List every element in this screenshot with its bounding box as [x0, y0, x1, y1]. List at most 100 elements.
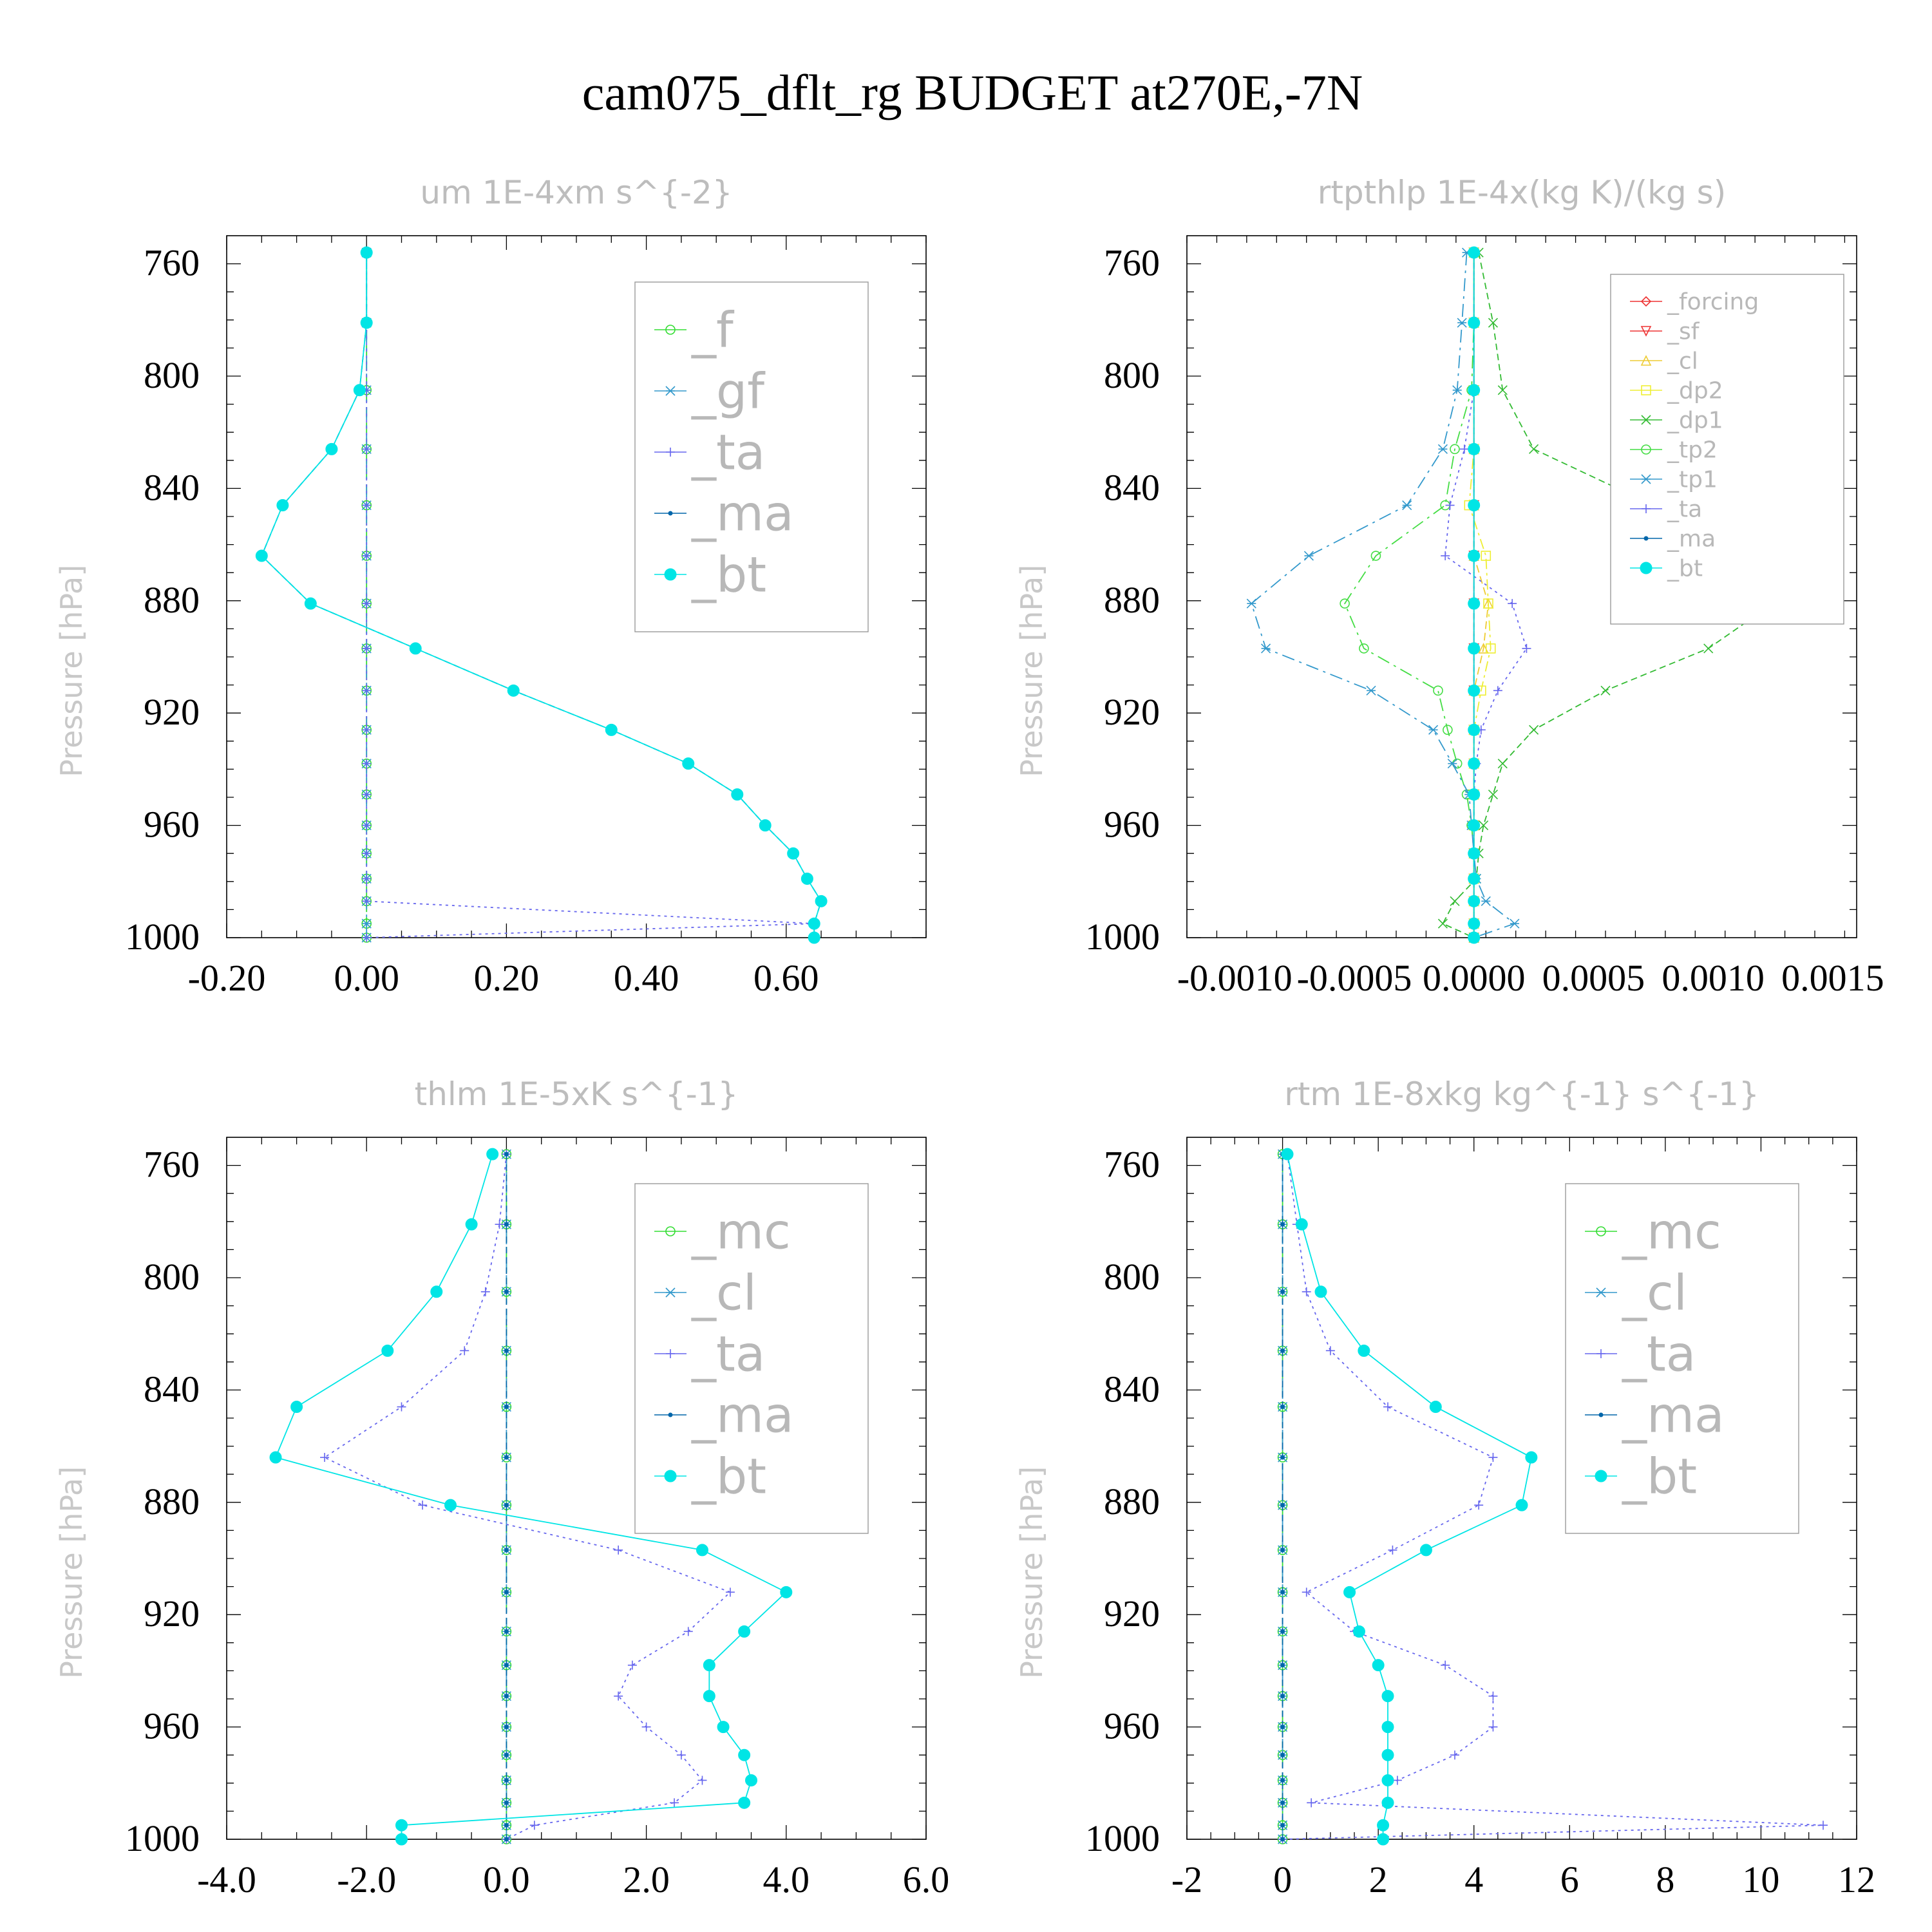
axis-ticks: [226, 1137, 927, 1840]
data-point: [1280, 1725, 1285, 1730]
data-point: [504, 1752, 509, 1757]
data-point: [1280, 1405, 1285, 1410]
legend-item: _ma: [654, 1387, 794, 1444]
legend-label: _bt: [1622, 1448, 1697, 1505]
legend-label: _mc: [1622, 1203, 1721, 1260]
legend-item: _tp1: [1630, 467, 1718, 493]
data-point: [1468, 872, 1481, 885]
data-point: [1302, 1587, 1311, 1597]
data-point: [409, 642, 422, 655]
data-point: [1280, 1502, 1285, 1508]
legend: _forcing _sf _cl _dp2 _dp1 _tp2 _tp1 _ta _ma _bt: [1610, 274, 1844, 625]
x-tick-label: 0.60: [753, 957, 819, 999]
data-point: [1596, 1287, 1606, 1298]
chart-panel-1: um 1E-4xm s^{-2} Pressure [hPa] 760 800 840 8…: [54, 174, 927, 999]
data-point: [362, 759, 372, 768]
data-point: [1437, 444, 1448, 454]
data-point: [362, 820, 372, 830]
data-point: [362, 874, 372, 884]
legend-label: _f: [691, 301, 735, 359]
data-point: [1381, 1748, 1394, 1761]
data-point: [808, 917, 820, 930]
x-tick-label: 2: [1369, 1859, 1388, 1900]
axis-ticks: [226, 236, 927, 938]
legend-label: _ta: [1622, 1325, 1696, 1383]
data-point: [397, 1402, 406, 1412]
data-point: [1381, 1690, 1394, 1703]
data-point: [696, 1544, 708, 1557]
data-point: [676, 1750, 686, 1760]
legend-label: _dp1: [1667, 408, 1723, 434]
legend-item: _cl: [1585, 1264, 1687, 1321]
data-point: [1280, 1752, 1285, 1757]
data-point: [1515, 1499, 1528, 1511]
data-point: [1447, 759, 1457, 769]
data-point: [1481, 551, 1492, 561]
data-point: [1600, 685, 1611, 696]
data-point: [418, 1501, 428, 1510]
data-point: [360, 316, 373, 329]
data-point: [1819, 1821, 1828, 1830]
data-point: [1468, 931, 1481, 944]
x-tick-label: 12: [1838, 1859, 1875, 1900]
x-tick-label: 0: [1273, 1859, 1292, 1900]
legend-item: _cl: [1630, 348, 1698, 375]
legend-label: _ma: [1622, 1387, 1725, 1444]
data-point: [1596, 1349, 1605, 1358]
y-tick-label: 1000: [1085, 916, 1160, 958]
data-point: [395, 1819, 408, 1832]
data-point: [1488, 1453, 1498, 1463]
data-point: [504, 1289, 509, 1294]
data-point: [1598, 1412, 1604, 1417]
legend-item: _bt: [654, 546, 766, 603]
data-point: [320, 1453, 330, 1463]
data-point: [1488, 1722, 1498, 1732]
data-point: [800, 872, 813, 885]
data-point: [1488, 790, 1498, 800]
data-point: [1485, 643, 1496, 654]
data-point: [325, 442, 338, 455]
data-point: [504, 1629, 509, 1634]
y-tick-label: 840: [1104, 466, 1160, 508]
data-point: [430, 1285, 443, 1298]
y-tick-label: 880: [144, 1481, 200, 1522]
data-point: [1307, 1798, 1316, 1808]
data-point: [1280, 1629, 1285, 1634]
data-point: [1280, 1823, 1285, 1828]
data-point: [362, 686, 372, 696]
data-point: [1246, 598, 1256, 609]
data-point: [276, 499, 289, 512]
x-tick-label: 0.00: [334, 957, 399, 999]
data-point: [664, 1470, 677, 1482]
data-point: [668, 1412, 673, 1417]
y-tick-label: 960: [144, 1705, 200, 1747]
data-point: [362, 643, 372, 653]
data-point: [670, 1798, 679, 1808]
legend-label: _forcing: [1667, 289, 1759, 316]
data-point: [641, 1722, 651, 1732]
data-point: [480, 1287, 490, 1296]
legend-label: _bt: [691, 1448, 766, 1505]
data-point: [504, 1502, 509, 1508]
y-axis-label: Pressure [hPa]: [1014, 1466, 1049, 1679]
x-tick-label: 10: [1742, 1859, 1779, 1900]
data-point: [787, 847, 800, 860]
data-point: [1381, 1721, 1394, 1734]
plot-frame: [1186, 235, 1857, 938]
data-point: [666, 448, 675, 457]
data-point: [1280, 1663, 1285, 1668]
data-point: [605, 723, 618, 736]
x-tick-label: 0.20: [474, 957, 540, 999]
chart-panel-4: rtm 1E-8xkg kg^{-1} s^{-1} Pressure [hPa]…: [1014, 1075, 1875, 1900]
data-point: [1281, 1148, 1294, 1160]
data-point: [1468, 788, 1481, 801]
data-point: [614, 1545, 623, 1555]
data-point: [1468, 684, 1481, 697]
data-point: [1468, 819, 1481, 832]
series-ma: [504, 1151, 509, 1842]
legend-label: _bt: [691, 546, 766, 603]
data-point: [1497, 385, 1508, 395]
y-tick-label: 1000: [125, 916, 200, 958]
data-point: [504, 1348, 509, 1353]
